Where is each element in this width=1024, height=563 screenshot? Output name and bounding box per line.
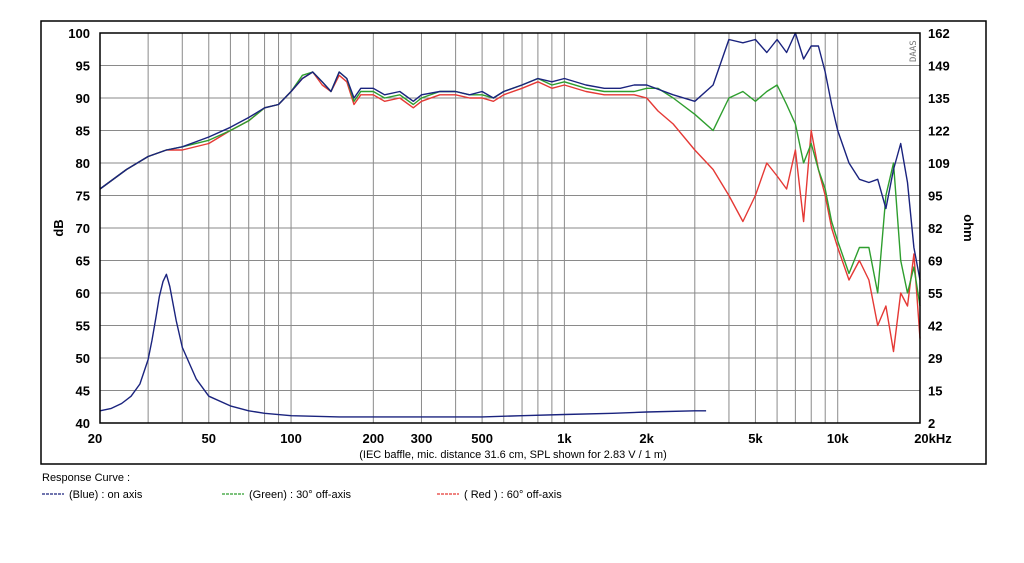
legend-label: (Green) : 30° off-axis (249, 489, 352, 501)
y-left-tick-label: 40 (76, 416, 90, 431)
y-right-tick-label: 15 (928, 384, 942, 399)
x-tick-label: 20kHz (914, 431, 952, 446)
legend: (Blue) : on axis (Green) : 30° off-axis ( … (42, 489, 562, 501)
legend-label: ( Red ) : 60° off-axis (464, 489, 562, 501)
y-right-tick-label: 149 (928, 59, 950, 74)
y-right-tick-label: 135 (928, 91, 950, 106)
y-left-tick-label: 80 (76, 156, 90, 171)
tick-labels: 20 50 100 200 300 500 1k 2k 5k 10k 20kHz 100 95 90 85 8… (68, 26, 952, 446)
y-left-tick-label: 90 (76, 91, 90, 106)
y-left-tick-label: 50 (76, 351, 90, 366)
y-left-tick-label: 85 (76, 124, 90, 139)
y-right-tick-label: 95 (928, 189, 942, 204)
x-tick-label: 300 (411, 431, 433, 446)
y-left-tick-label: 55 (76, 319, 90, 334)
x-tick-label: 1k (557, 431, 572, 446)
y-right-tick-label: 2 (928, 416, 935, 431)
y-axis-right-label: ohm (961, 214, 976, 241)
x-tick-label: 100 (280, 431, 302, 446)
series-line-1 (99, 71, 921, 307)
series-group (99, 32, 921, 418)
y-right-tick-label: 82 (928, 221, 942, 236)
y-left-tick-label: 45 (76, 384, 90, 399)
x-tick-label: 50 (202, 431, 216, 446)
x-tick-label: 2k (639, 431, 654, 446)
x-tick-label: 500 (471, 431, 493, 446)
legend-label: (Blue) : on axis (69, 489, 143, 501)
y-axis-left-label: dB (51, 219, 66, 236)
y-right-tick-label: 29 (928, 351, 942, 366)
plot-border (99, 32, 921, 424)
y-left-tick-label: 65 (76, 254, 90, 269)
y-right-tick-label: 42 (928, 319, 942, 334)
y-left-tick-label: 100 (68, 26, 90, 41)
y-left-tick-label: 70 (76, 221, 90, 236)
y-right-tick-label: 55 (928, 286, 942, 301)
x-tick-label: 10k (827, 431, 849, 446)
series-line-0 (99, 32, 921, 281)
y-left-tick-label: 60 (76, 286, 90, 301)
y-right-tick-label: 162 (928, 26, 950, 41)
series-line-impedance (99, 273, 707, 418)
legend-title: Response Curve : (42, 472, 130, 484)
x-axis-caption: (IEC baffle, mic. distance 31.6 cm, SPL … (359, 449, 667, 461)
y-right-tick-label: 122 (928, 124, 950, 139)
y-right-tick-label: 69 (928, 254, 942, 269)
x-tick-label: 200 (362, 431, 384, 446)
y-left-tick-label: 95 (76, 59, 90, 74)
daas-watermark: DAAS (909, 40, 919, 62)
y-right-tick-label: 109 (928, 156, 950, 171)
x-tick-label: 20 (88, 431, 102, 446)
y-left-tick-label: 75 (76, 189, 90, 204)
x-tick-label: 5k (748, 431, 763, 446)
